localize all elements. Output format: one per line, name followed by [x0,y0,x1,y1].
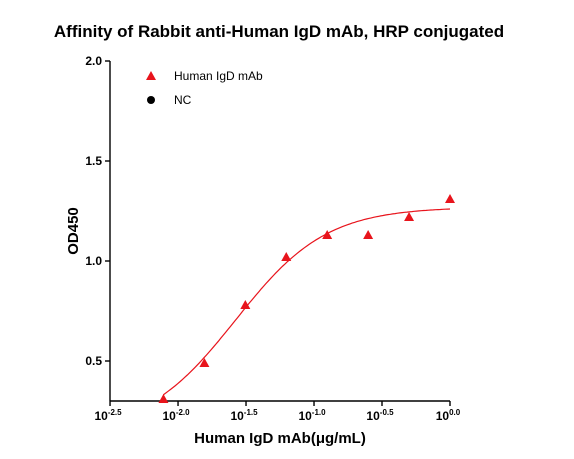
x-tick-exponent: -2.0 [176,408,190,417]
x-tick-base: 10 [298,409,312,423]
x-ticks: 10-2.5 10-2.0 10-1.5 10-1.0 10-0.5 100.0 [94,401,461,423]
fit-curve [163,208,451,396]
x-tick-base: 10 [366,409,380,423]
data-points [158,194,455,403]
x-tick-label: 10-1.0 [298,408,326,423]
legend-marker-nc [147,96,155,104]
chart-title: Affinity of Rabbit anti-Human IgD mAb, H… [54,22,504,41]
legend-label-human-igd: Human IgD mAb [174,69,263,83]
data-point-human-igd [158,394,169,403]
legend: Human IgD mAb NC [146,69,263,107]
data-point-human-igd [445,194,455,203]
x-tick-exponent: -1.0 [312,408,326,417]
y-tick-label: 0.5 [85,354,102,368]
y-axis-label: OD450 [65,207,82,255]
x-tick-base: 10 [230,409,244,423]
x-tick-base: 10 [94,409,108,423]
legend-label-nc: NC [174,93,192,107]
data-point-human-igd [199,358,210,367]
y-ticks: 0.5 1.0 1.5 2.0 [85,54,110,368]
x-tick-exponent: -1.5 [244,408,258,417]
x-tick-exponent: -2.5 [108,408,122,417]
plot-area: 0.51.01.52.0 10-2.5 10-2.0 10-1.5 10-1.0 10-… [85,54,460,423]
legend-marker-human-igd [146,71,156,80]
x-tick-label: 10-1.5 [230,408,258,423]
x-axis-label: Human IgD mAb(μg/mL) [194,430,366,447]
data-point-human-igd [363,230,374,239]
y-tick-label: 1.0 [85,254,102,268]
x-tick-base: 10 [436,409,450,423]
data-point-human-igd [281,252,292,261]
y-tick-label: 1.5 [85,154,102,168]
x-tick-base: 10 [162,409,176,423]
x-tick-exponent: -0.5 [380,408,394,417]
data-point-human-igd [404,212,415,221]
data-point-human-igd [322,230,333,239]
y-tick-label: 2.0 [85,54,102,68]
x-tick-label: 10-0.5 [366,408,394,423]
x-tick-exponent: 0.0 [449,408,461,417]
x-tick-label: 10-2.5 [94,408,122,423]
x-tick-label: 100.0 [436,408,461,423]
x-tick-label: 10-2.0 [162,408,190,423]
data-point-human-igd [240,300,251,309]
